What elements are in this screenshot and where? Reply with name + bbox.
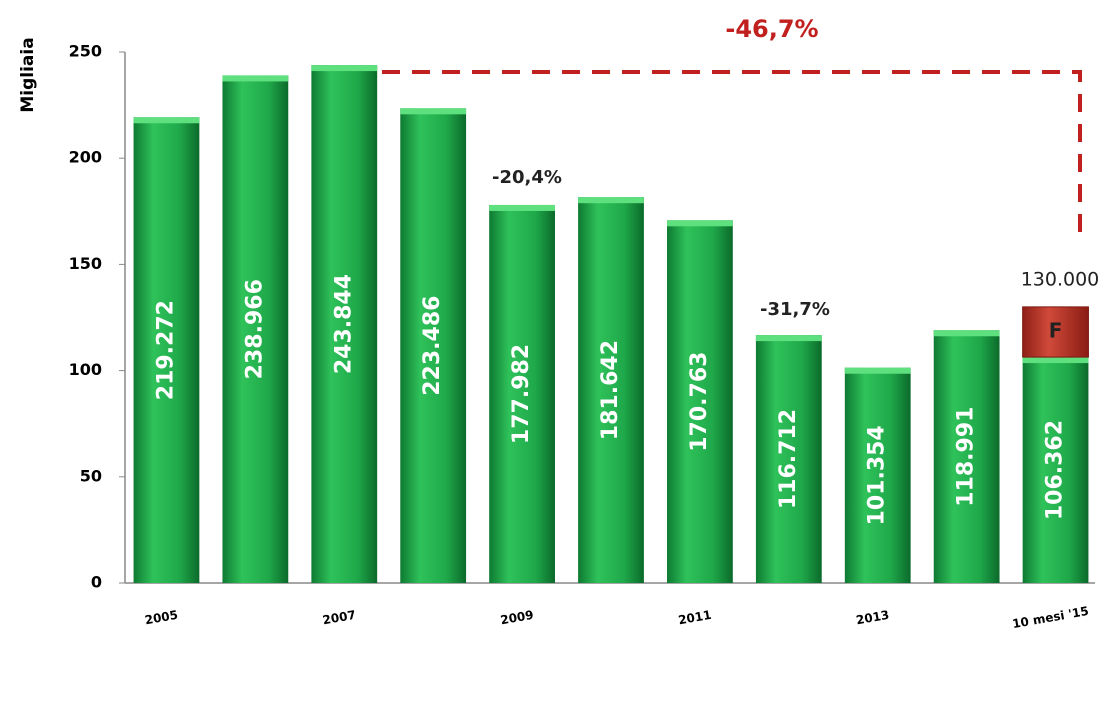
bar-highlight: [755, 335, 822, 342]
value-label: 219.272: [153, 300, 178, 400]
bar: [933, 330, 1000, 583]
bar-highlight: [667, 220, 733, 227]
bar-highlight: [133, 117, 200, 124]
y-tick-label: 0: [91, 573, 102, 592]
y-tick-label: 250: [69, 42, 102, 61]
bar: [755, 335, 822, 583]
forecast-label: F: [1049, 318, 1063, 342]
value-label: 181.642: [598, 340, 623, 440]
bar: [844, 367, 911, 583]
bar-highlight: [489, 204, 555, 211]
x-tick-label: 2007: [322, 608, 357, 628]
x-tick-label: 2011: [677, 608, 712, 628]
value-label: 118.991: [954, 407, 979, 507]
value-label: 101.354: [865, 425, 890, 525]
forecast-segment: [1022, 306, 1089, 358]
annotation: -31,7%: [760, 299, 830, 320]
x-tick-label: 2005: [144, 608, 179, 628]
y-tick-label: 100: [69, 360, 102, 379]
value-label: 243.844: [331, 274, 356, 374]
bar: [1022, 357, 1089, 583]
value-label: 238.966: [242, 279, 267, 379]
bar: [311, 65, 378, 584]
bar: [578, 197, 644, 584]
value-label: 106.362: [1043, 420, 1068, 520]
bar-highlight: [222, 75, 289, 82]
y-tick-label: 150: [69, 254, 102, 273]
dashed-connector: [382, 70, 1082, 242]
x-tick-label: 2013: [855, 608, 890, 628]
annotation: 130.000: [1021, 269, 1100, 291]
y-axis-label: Migliaia: [18, 37, 38, 112]
x-tick-label: 2009: [499, 608, 534, 628]
x-tick-label: 10 mesi '15: [1011, 604, 1090, 631]
bar: [489, 204, 555, 583]
bar: [222, 75, 289, 583]
bar-highlight: [844, 367, 911, 374]
bar-highlight: [311, 65, 378, 72]
bar-highlight: [578, 197, 644, 204]
bar: [133, 117, 200, 584]
bar-highlight: [400, 108, 467, 115]
annotation: -46,7%: [725, 15, 818, 43]
annotation: -20,4%: [492, 167, 562, 188]
bar: [400, 108, 467, 583]
value-label: 177.982: [509, 344, 534, 444]
value-label: 223.486: [420, 296, 445, 396]
y-tick-label: 200: [69, 148, 102, 167]
bar-highlight: [933, 330, 1000, 337]
value-label: 170.763: [687, 352, 712, 452]
bar: [667, 220, 733, 584]
y-tick-label: 50: [80, 466, 102, 485]
bar-highlight: [1022, 357, 1089, 364]
value-label: 116.712: [776, 409, 801, 509]
